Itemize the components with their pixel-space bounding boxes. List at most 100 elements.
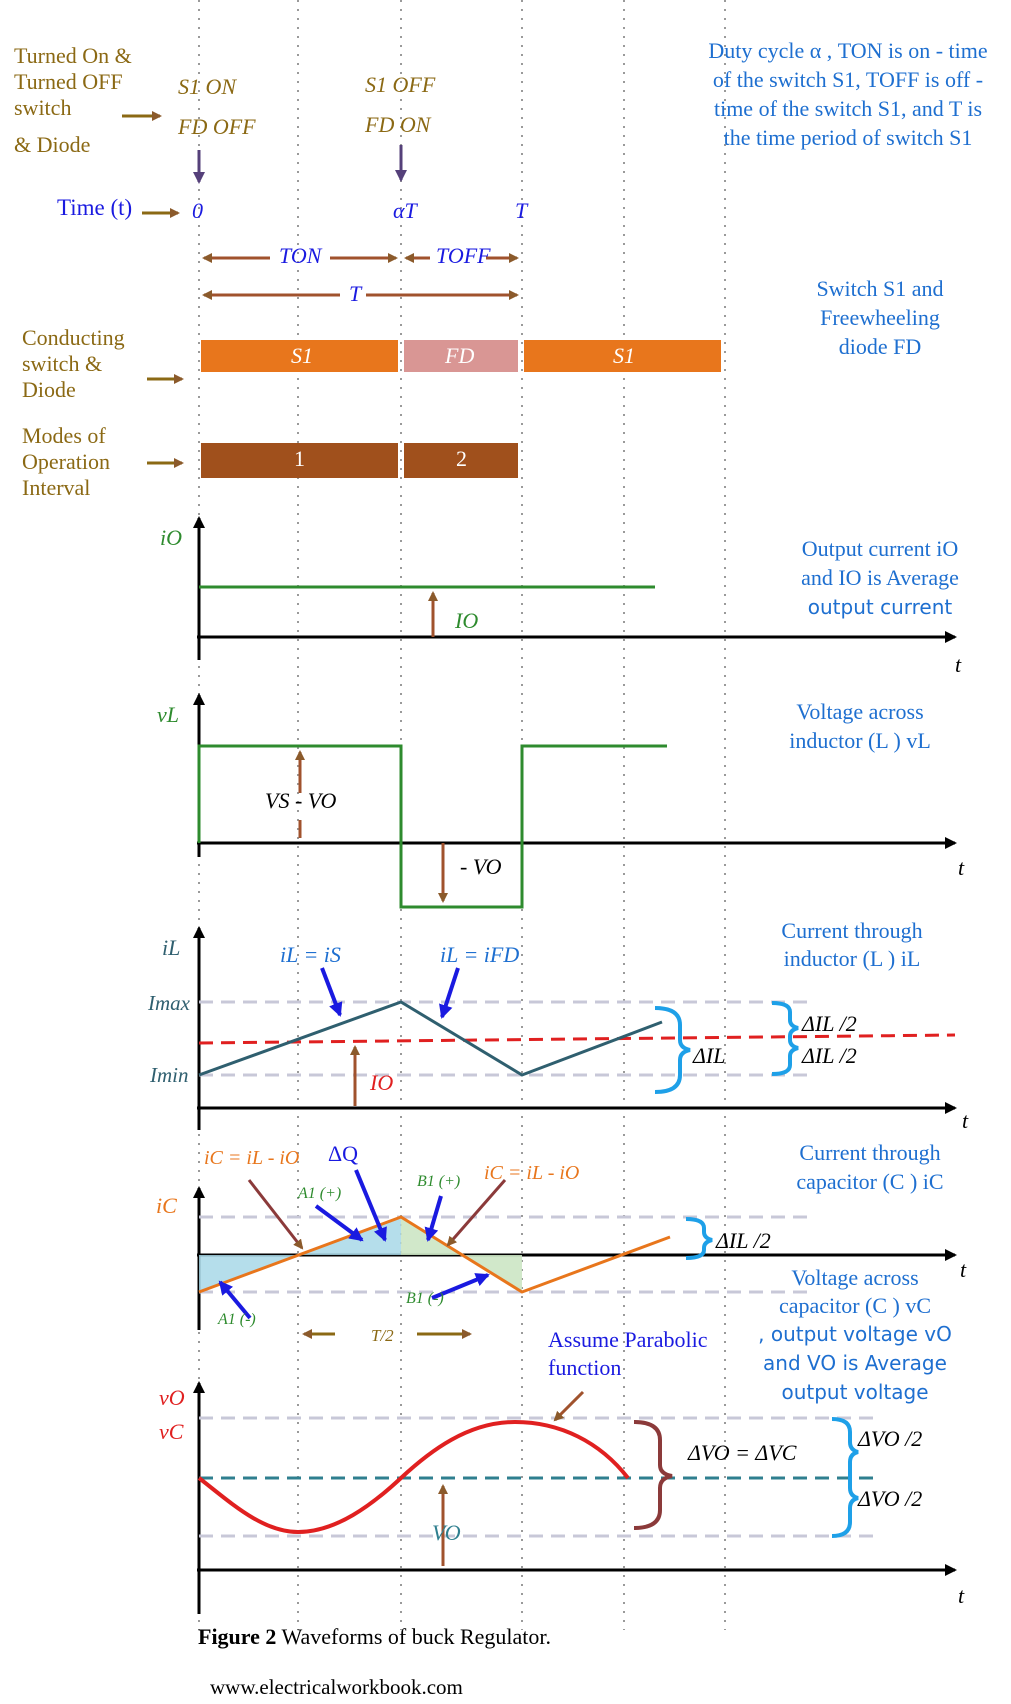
event-labels: S1 ON FD OFF S1 OFF FD ON: [177, 72, 436, 139]
svg-text:vO: vO: [159, 1385, 185, 1410]
website: www.electricalworkbook.com: [210, 1675, 463, 1699]
svg-text:ΔIL: ΔIL: [692, 1043, 725, 1068]
svg-text:capacitor (C ) iC: capacitor (C ) iC: [796, 1169, 943, 1194]
modes-bar: 1 2: [201, 443, 518, 478]
svg-text:S1: S1: [291, 343, 313, 368]
svg-text:S1 OFF: S1 OFF: [365, 72, 436, 97]
svg-text:Output current iO: Output current iO: [802, 536, 958, 561]
right-notes: Duty cycle α , TON is on - time of the s…: [708, 38, 987, 1404]
svg-text:ΔIL /2: ΔIL /2: [801, 1011, 857, 1036]
svg-text:and VO is Average: and VO is Average: [763, 1351, 947, 1375]
svg-text:iC = iL - iO: iC = iL - iO: [204, 1147, 299, 1169]
svg-text:time of the switch S1, and T i: time of the switch S1, and T is: [714, 96, 982, 121]
svg-text:ΔQ: ΔQ: [328, 1141, 358, 1166]
svg-text:Turned OFF: Turned OFF: [14, 69, 123, 94]
svg-text:t: t: [962, 1108, 969, 1133]
time-label: Time (t): [57, 195, 132, 220]
svg-text:ΔIL /2: ΔIL /2: [715, 1228, 771, 1253]
svg-text:Duty cycle α , TON is on - tim: Duty cycle α , TON is on - time: [708, 38, 987, 63]
svg-text:ΔIL /2: ΔIL /2: [801, 1043, 857, 1068]
svg-text:Interval: Interval: [22, 475, 90, 500]
svg-text:of the switch S1, TOFF is off: of the switch S1, TOFF is off -: [713, 67, 983, 92]
svg-text:vC: vC: [159, 1419, 184, 1444]
svg-text:inductor (L ) vL: inductor (L ) vL: [789, 728, 931, 753]
svg-text:Voltage across: Voltage across: [791, 1265, 918, 1290]
caption-text: Waveforms of buck Regulator.: [276, 1624, 551, 1649]
vo-plot: Assume Parabolic function vO vC VO ΔVO =…: [159, 1327, 965, 1614]
conducting-bar: S1 FD S1: [201, 340, 721, 372]
svg-text:T/2: T/2: [371, 1326, 394, 1345]
io-plot: iO IO t: [160, 516, 962, 677]
svg-text:output voltage: output voltage: [781, 1380, 928, 1404]
caption: Figure 2 Waveforms of buck Regulator. ww…: [198, 1624, 551, 1699]
svg-text:Figure 2 Waveforms of buck Reg: Figure 2 Waveforms of buck Regulator.: [198, 1624, 551, 1649]
il-plot: iL iL = iS iL = iFD Imax Imin IO ΔIL ΔIL…: [147, 926, 969, 1133]
svg-text:Modes of: Modes of: [22, 423, 106, 448]
svg-text:Current through: Current through: [799, 1140, 940, 1165]
svg-text:FD: FD: [444, 343, 474, 368]
svg-text:& Diode: & Diode: [14, 132, 90, 157]
svg-text:2: 2: [456, 446, 467, 471]
svg-text:1: 1: [294, 446, 305, 471]
caption-bold: Figure 2: [198, 1624, 276, 1649]
svg-text:S1: S1: [613, 343, 635, 368]
event-arrows: [193, 145, 407, 184]
svg-text:vL: vL: [157, 702, 179, 727]
svg-text:capacitor (C ) vC: capacitor (C ) vC: [779, 1293, 931, 1318]
svg-text:IO: IO: [369, 1070, 393, 1095]
svg-text:T: T: [349, 281, 363, 306]
svg-text:ΔVO /2: ΔVO /2: [857, 1426, 922, 1451]
svg-text:the time period of switch S1: the time period of switch S1: [724, 125, 973, 150]
svg-text:S1 ON: S1 ON: [178, 74, 237, 99]
svg-text:Conducting: Conducting: [22, 325, 125, 350]
svg-text:VO: VO: [432, 1520, 461, 1545]
svg-text:Voltage across: Voltage across: [796, 699, 923, 724]
svg-text:VS - VO: VS - VO: [265, 788, 337, 813]
svg-text:0: 0: [192, 198, 203, 223]
svg-text:B1 (+): B1 (+): [417, 1173, 460, 1190]
svg-text:ΔVO = ΔVC: ΔVO = ΔVC: [687, 1440, 797, 1465]
svg-text:, output voltage vO: , output voltage vO: [758, 1322, 952, 1346]
svg-text:IO: IO: [454, 608, 478, 633]
svg-text:switch: switch: [14, 95, 71, 120]
left-labels: Turned On & Turned OFF switch & Diode Co…: [14, 43, 132, 500]
svg-text:diode FD: diode FD: [839, 334, 922, 359]
svg-text:A1 (+): A1 (+): [297, 1185, 341, 1202]
svg-text:t: t: [960, 1257, 967, 1282]
svg-text:iO: iO: [160, 525, 182, 550]
svg-text:Assume Parabolic: Assume Parabolic: [548, 1327, 708, 1352]
svg-text:t: t: [958, 1583, 965, 1608]
svg-text:FD OFF: FD OFF: [177, 114, 256, 139]
time-marks: 0 αT T TON TOFF T: [192, 198, 529, 306]
svg-text:T: T: [515, 198, 529, 223]
left-arrows: [122, 111, 184, 468]
svg-text:Current through: Current through: [781, 918, 922, 943]
ic-plot: iC iC = iL - iO iC = iL - iO ΔQ A1 (+) A…: [156, 1141, 967, 1345]
vl-plot: vL VS - VO - VO t: [157, 693, 965, 909]
svg-text:and IO is Average: and IO is Average: [801, 565, 959, 590]
svg-text:A1 (-): A1 (-): [217, 1311, 256, 1328]
svg-text:iL = iS: iL = iS: [280, 942, 341, 967]
svg-text:Operation: Operation: [22, 449, 110, 474]
svg-text:αT: αT: [393, 198, 419, 223]
svg-text:iL = iFD: iL = iFD: [440, 942, 519, 967]
svg-text:inductor (L ) iL: inductor (L ) iL: [784, 946, 921, 971]
svg-text:TOFF: TOFF: [436, 243, 491, 268]
svg-text:ΔVO /2: ΔVO /2: [857, 1486, 922, 1511]
svg-text:TON: TON: [279, 243, 323, 268]
svg-text:Turned On &: Turned On &: [14, 43, 132, 68]
svg-text:output current: output current: [808, 595, 953, 619]
svg-text:t: t: [958, 855, 965, 880]
svg-text:- VO: - VO: [460, 854, 502, 879]
svg-text:B1 (-): B1 (-): [406, 1290, 444, 1307]
svg-text:Switch S1 and: Switch S1 and: [816, 276, 943, 301]
svg-text:Imin: Imin: [149, 1063, 189, 1087]
svg-text:Freewheeling: Freewheeling: [820, 305, 940, 330]
guide-lines: [198, 0, 726, 1630]
svg-text:Diode: Diode: [22, 377, 76, 402]
svg-text:iC = iL - iO: iC = iL - iO: [484, 1162, 579, 1184]
svg-text:switch &: switch &: [22, 351, 102, 376]
svg-text:t: t: [955, 652, 962, 677]
interval-arrows: [202, 253, 519, 300]
